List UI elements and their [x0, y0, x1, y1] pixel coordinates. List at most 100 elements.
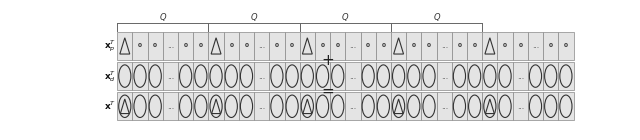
FancyBboxPatch shape [406, 92, 421, 120]
FancyBboxPatch shape [239, 32, 254, 60]
Text: 0: 0 [564, 43, 568, 48]
FancyBboxPatch shape [193, 92, 209, 120]
FancyBboxPatch shape [497, 62, 513, 90]
FancyBboxPatch shape [436, 62, 452, 90]
FancyBboxPatch shape [391, 32, 406, 60]
FancyBboxPatch shape [132, 92, 148, 120]
FancyBboxPatch shape [209, 92, 223, 120]
FancyBboxPatch shape [483, 92, 497, 120]
FancyBboxPatch shape [254, 92, 269, 120]
FancyBboxPatch shape [483, 62, 497, 90]
Text: 0: 0 [427, 43, 431, 48]
Text: 0: 0 [336, 43, 340, 48]
FancyBboxPatch shape [406, 62, 421, 90]
Text: 0: 0 [412, 43, 416, 48]
FancyBboxPatch shape [163, 62, 178, 90]
Text: ...: ... [532, 41, 539, 50]
Text: Q: Q [342, 13, 349, 22]
FancyBboxPatch shape [421, 32, 436, 60]
FancyBboxPatch shape [543, 92, 558, 120]
Text: ...: ... [258, 72, 265, 81]
Text: 0: 0 [381, 43, 385, 48]
FancyBboxPatch shape [421, 92, 436, 120]
FancyBboxPatch shape [178, 32, 193, 60]
Text: 0: 0 [518, 43, 522, 48]
FancyBboxPatch shape [436, 92, 452, 120]
Text: 0: 0 [275, 43, 279, 48]
FancyBboxPatch shape [528, 62, 543, 90]
FancyBboxPatch shape [543, 32, 558, 60]
FancyBboxPatch shape [346, 92, 360, 120]
FancyBboxPatch shape [132, 32, 148, 60]
Text: ...: ... [349, 72, 356, 81]
Text: Q: Q [433, 13, 440, 22]
FancyBboxPatch shape [483, 32, 497, 60]
FancyBboxPatch shape [513, 32, 528, 60]
FancyBboxPatch shape [285, 32, 300, 60]
Text: 0: 0 [473, 43, 477, 48]
FancyBboxPatch shape [193, 62, 209, 90]
Text: Q: Q [159, 13, 166, 22]
Text: 0: 0 [153, 43, 157, 48]
FancyBboxPatch shape [163, 92, 178, 120]
Text: 0: 0 [548, 43, 553, 48]
Text: $\mathbf{x}_d^T$: $\mathbf{x}_d^T$ [104, 69, 116, 84]
FancyBboxPatch shape [223, 32, 239, 60]
FancyBboxPatch shape [391, 92, 406, 120]
Text: $\mathbf{x}_p^T$: $\mathbf{x}_p^T$ [104, 38, 116, 54]
FancyBboxPatch shape [269, 62, 285, 90]
FancyBboxPatch shape [467, 32, 483, 60]
FancyBboxPatch shape [513, 92, 528, 120]
FancyBboxPatch shape [178, 62, 193, 90]
FancyBboxPatch shape [406, 32, 421, 60]
FancyBboxPatch shape [163, 32, 178, 60]
Text: 0: 0 [199, 43, 203, 48]
Text: ...: ... [349, 41, 356, 50]
FancyBboxPatch shape [148, 62, 163, 90]
FancyBboxPatch shape [360, 62, 376, 90]
FancyBboxPatch shape [300, 92, 315, 120]
FancyBboxPatch shape [193, 32, 209, 60]
Text: ...: ... [441, 72, 448, 81]
Text: ...: ... [167, 41, 174, 50]
FancyBboxPatch shape [360, 32, 376, 60]
FancyBboxPatch shape [148, 92, 163, 120]
FancyBboxPatch shape [330, 62, 346, 90]
Text: ...: ... [441, 41, 448, 50]
FancyBboxPatch shape [330, 92, 346, 120]
Text: ...: ... [167, 102, 174, 111]
FancyBboxPatch shape [346, 32, 360, 60]
FancyBboxPatch shape [300, 32, 315, 60]
FancyBboxPatch shape [117, 62, 132, 90]
FancyBboxPatch shape [269, 92, 285, 120]
Text: 0: 0 [458, 43, 461, 48]
Text: ...: ... [349, 102, 356, 111]
FancyBboxPatch shape [132, 62, 148, 90]
FancyBboxPatch shape [421, 62, 436, 90]
FancyBboxPatch shape [497, 32, 513, 60]
Text: ...: ... [258, 41, 265, 50]
FancyBboxPatch shape [452, 92, 467, 120]
Text: 0: 0 [321, 43, 324, 48]
FancyBboxPatch shape [285, 92, 300, 120]
FancyBboxPatch shape [543, 62, 558, 90]
FancyBboxPatch shape [269, 32, 285, 60]
FancyBboxPatch shape [239, 62, 254, 90]
Text: ...: ... [441, 102, 448, 111]
Text: 0: 0 [290, 43, 294, 48]
FancyBboxPatch shape [223, 92, 239, 120]
Text: 0: 0 [244, 43, 248, 48]
Text: Q: Q [251, 13, 257, 22]
FancyBboxPatch shape [300, 62, 315, 90]
FancyBboxPatch shape [148, 32, 163, 60]
FancyBboxPatch shape [223, 62, 239, 90]
FancyBboxPatch shape [360, 92, 376, 120]
Text: 0: 0 [184, 43, 188, 48]
FancyBboxPatch shape [528, 92, 543, 120]
Text: ...: ... [167, 72, 174, 81]
FancyBboxPatch shape [376, 62, 391, 90]
Text: 0: 0 [138, 43, 142, 48]
FancyBboxPatch shape [391, 62, 406, 90]
FancyBboxPatch shape [436, 32, 452, 60]
Text: 0: 0 [366, 43, 370, 48]
